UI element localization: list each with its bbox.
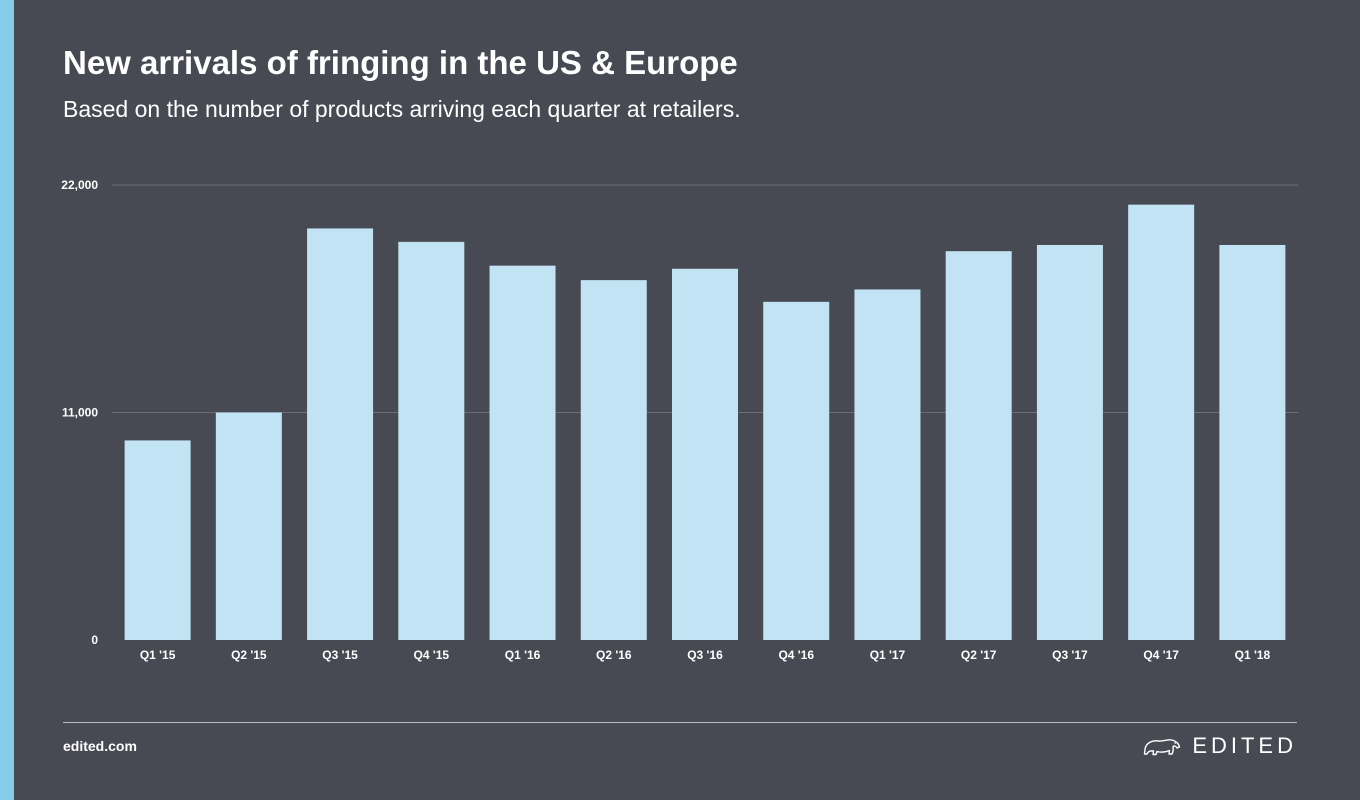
chart-title: New arrivals of fringing in the US & Eur… (63, 44, 738, 81)
bar (124, 440, 191, 640)
x-tick-label: Q2 '16 (596, 648, 632, 662)
bar (763, 301, 830, 640)
bar (580, 280, 647, 640)
x-tick-label: Q3 '16 (687, 648, 723, 662)
brand-logo: EDITED (1142, 733, 1297, 759)
x-tick-label: Q3 '15 (322, 648, 358, 662)
bar (398, 241, 465, 640)
x-axis-ticks: Q1 '15 Q2 '15 Q3 '15 Q4 '15 Q1 '16 Q2 '16 Q3 '… (140, 648, 1271, 662)
bar (489, 265, 556, 640)
x-tick-label: Q1 '15 (140, 648, 176, 662)
y-tick-label: 11,000 (62, 406, 98, 420)
bar (1219, 244, 1286, 640)
x-tick-label: Q4 '16 (778, 648, 814, 662)
y-axis-ticks: 0 11,000 22,000 (61, 178, 98, 647)
x-tick-label: Q4 '15 (414, 648, 450, 662)
bars (124, 204, 1286, 641)
y-tick-label: 0 (91, 633, 98, 647)
bar (215, 412, 282, 640)
brand-name: EDITED (1192, 733, 1297, 758)
bar (307, 228, 374, 640)
x-tick-label: Q2 '17 (961, 648, 997, 662)
chart-subtitle: Based on the number of products arriving… (63, 96, 741, 122)
bar (945, 251, 1012, 640)
x-tick-label: Q3 '17 (1052, 648, 1088, 662)
bar (854, 289, 921, 640)
x-tick-label: Q1 '16 (505, 648, 541, 662)
bar (1128, 204, 1195, 641)
x-tick-label: Q1 '18 (1235, 648, 1271, 662)
y-tick-label: 22,000 (61, 178, 98, 192)
x-tick-label: Q1 '17 (870, 648, 906, 662)
bar (1036, 244, 1103, 640)
polar-bear-icon (1144, 739, 1181, 756)
accent-bar (0, 0, 14, 800)
x-tick-label: Q2 '15 (231, 648, 267, 662)
x-tick-label: Q4 '17 (1143, 648, 1179, 662)
bar (672, 268, 738, 640)
footer-divider (63, 722, 1297, 723)
footer-url: edited.com (63, 738, 137, 754)
